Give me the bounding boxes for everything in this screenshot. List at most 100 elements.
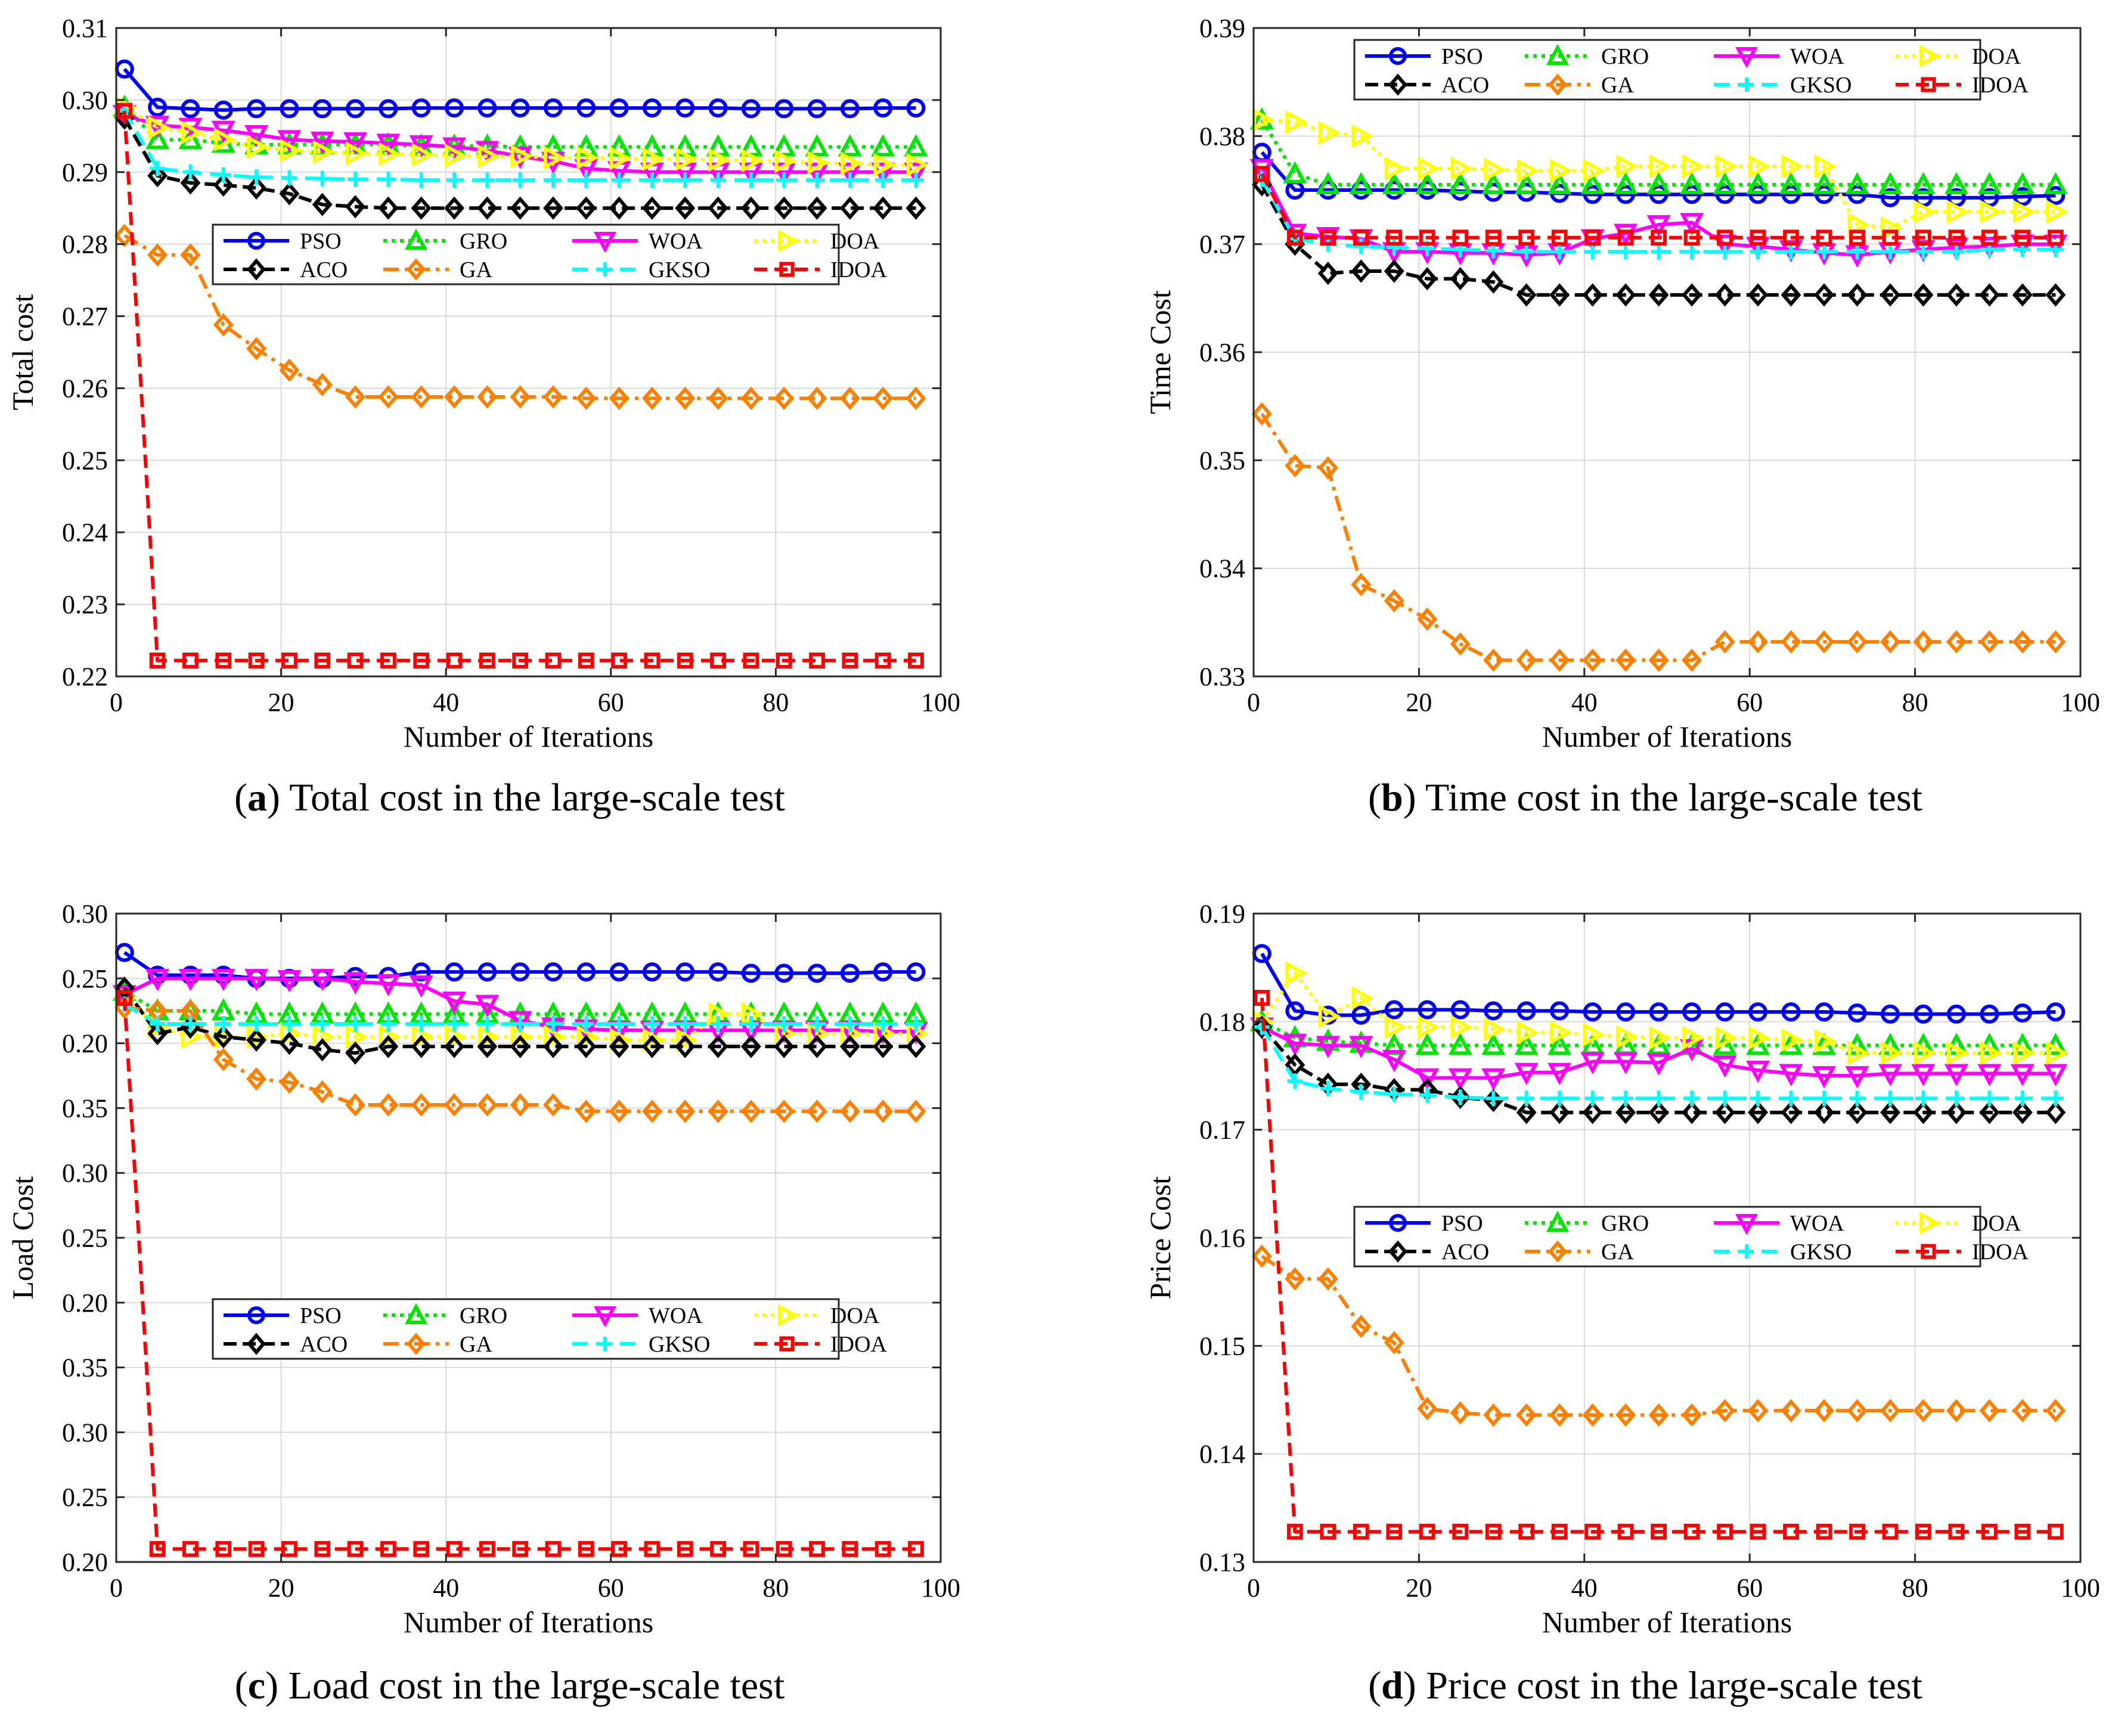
data-point-ga [1714,630,1735,654]
data-point-idoa [149,1541,166,1557]
data-point-woa [1878,1064,1903,1086]
series-line-woa [1261,1025,2056,1080]
data-point-woa [376,133,401,156]
data-point-woa [1977,1064,2002,1086]
series-line-doa [1260,971,2056,1055]
data-point-doa [1980,200,2002,224]
data-point-idoa [809,1541,825,1557]
data-point-doa [1484,157,1506,182]
x-axis-label: Number of Iterations [1542,1605,1792,1639]
data-point-doa [213,128,237,152]
legend-label: ACO [1441,73,1489,98]
data-point-gkso [908,1015,924,1032]
data-point-idoa [380,1541,396,1557]
data-point-ga [1913,1399,1934,1423]
data-point-gro [1878,172,1903,194]
data-point-doa [873,153,896,177]
data-point-doa [1781,154,1804,179]
data-point-pso [1880,188,1900,207]
data-point-idoa [1816,1523,1832,1540]
caption-letter: a [247,776,267,819]
y-tick-label: 0.30 [62,899,108,928]
y-tick-label: 0.18 [1199,1007,1245,1036]
data-point-aco [1814,1101,1834,1125]
data-point-doa [2012,200,2036,224]
legend-label: GRO [1601,1211,1649,1236]
data-point-idoa [1849,1523,1865,1540]
y-tick-label: 0.35 [62,1094,108,1123]
data-point-gkso [743,1015,759,1032]
x-tick-label: 40 [1571,688,1598,717]
data-point-aco [345,1041,366,1065]
data-point-pso [411,962,431,982]
data-point-idoa [149,653,166,669]
data-point-aco [1648,283,1669,307]
data-point-gkso [1518,244,1534,260]
data-point-gro [1614,172,1638,194]
data-point-pso [840,964,860,983]
series-idoa [1254,166,2064,246]
caption-letter: c [248,1664,265,1707]
data-point-pso [1715,1002,1735,1022]
data-point-pso [1616,1002,1636,1022]
legend-item-aco: ACO [1365,1240,1489,1265]
y-tick-label: 0.15 [1199,1331,1245,1361]
data-point-doa [445,143,467,167]
data-point-ga [543,1093,563,1117]
data-point-pso [1516,1001,1536,1021]
data-point-gkso [710,1015,726,1032]
data-point-ga [641,1100,662,1123]
series-line-idoa [1260,998,2056,1534]
data-point-ga [576,1100,597,1123]
legend-marker [1735,47,1759,69]
data-point-idoa [874,1541,891,1557]
data-point-ga [510,1093,531,1117]
data-point-ga [246,1067,267,1091]
data-point-gro [1448,1032,1472,1055]
data-point-ga [312,372,333,396]
y-tick-label: 0.39 [1199,14,1245,43]
caption-text: Time cost in the large-scale test [1416,776,1922,819]
data-point-gkso [677,172,693,188]
x-tick-label: 20 [268,1573,294,1603]
data-point-idoa [512,1541,529,1557]
data-point-idoa [743,653,759,669]
data-point-aco [1516,283,1537,307]
data-point-gkso [908,172,924,188]
legend: PSO GRO WOA DOA ACO GA GKSO IDOA [212,223,888,285]
data-point-woa [1944,1064,1968,1086]
data-point-gkso [1684,244,1700,260]
data-point-aco [543,1035,563,1058]
data-point-aco [1913,283,1934,307]
legend-label: GKSO [1790,1240,1852,1265]
legend-item-doa: DOA [1896,44,2021,69]
legend-item-doa: DOA [754,229,880,254]
data-point-pso [543,98,563,118]
data-point-gkso [611,1015,627,1032]
data-point-pso [445,962,464,982]
legend-item-pso: PSO [1365,44,1483,69]
data-point-aco [1417,267,1438,291]
data-point-gkso [1981,1091,1998,1107]
data-point-gkso [446,172,463,188]
legend-label: PSO [1441,1211,1483,1236]
data-point-doa [1682,1026,1705,1050]
series-line-pso [1260,151,2056,200]
x-tick-label: 0 [1247,688,1260,717]
data-point-pso [1847,185,1867,204]
data-point-doa [1715,1026,1738,1050]
data-point-ga [873,386,894,410]
data-point-doa [1748,1026,1771,1050]
legend-label: GA [1601,1240,1634,1265]
x-axis-label: Number of Iterations [404,1605,653,1639]
data-point-ga [1285,1267,1305,1291]
data-point-ga [609,386,629,410]
data-point-doa [2046,1041,2068,1065]
data-point-woa [1779,1064,1803,1086]
legend-item-gro: GRO [1525,1210,1649,1236]
data-point-ga [1450,1401,1471,1425]
data-point-idoa [874,653,891,669]
data-point-pso [346,99,365,119]
y-tick-label: 0.23 [62,590,108,619]
data-point-doa [312,139,336,164]
